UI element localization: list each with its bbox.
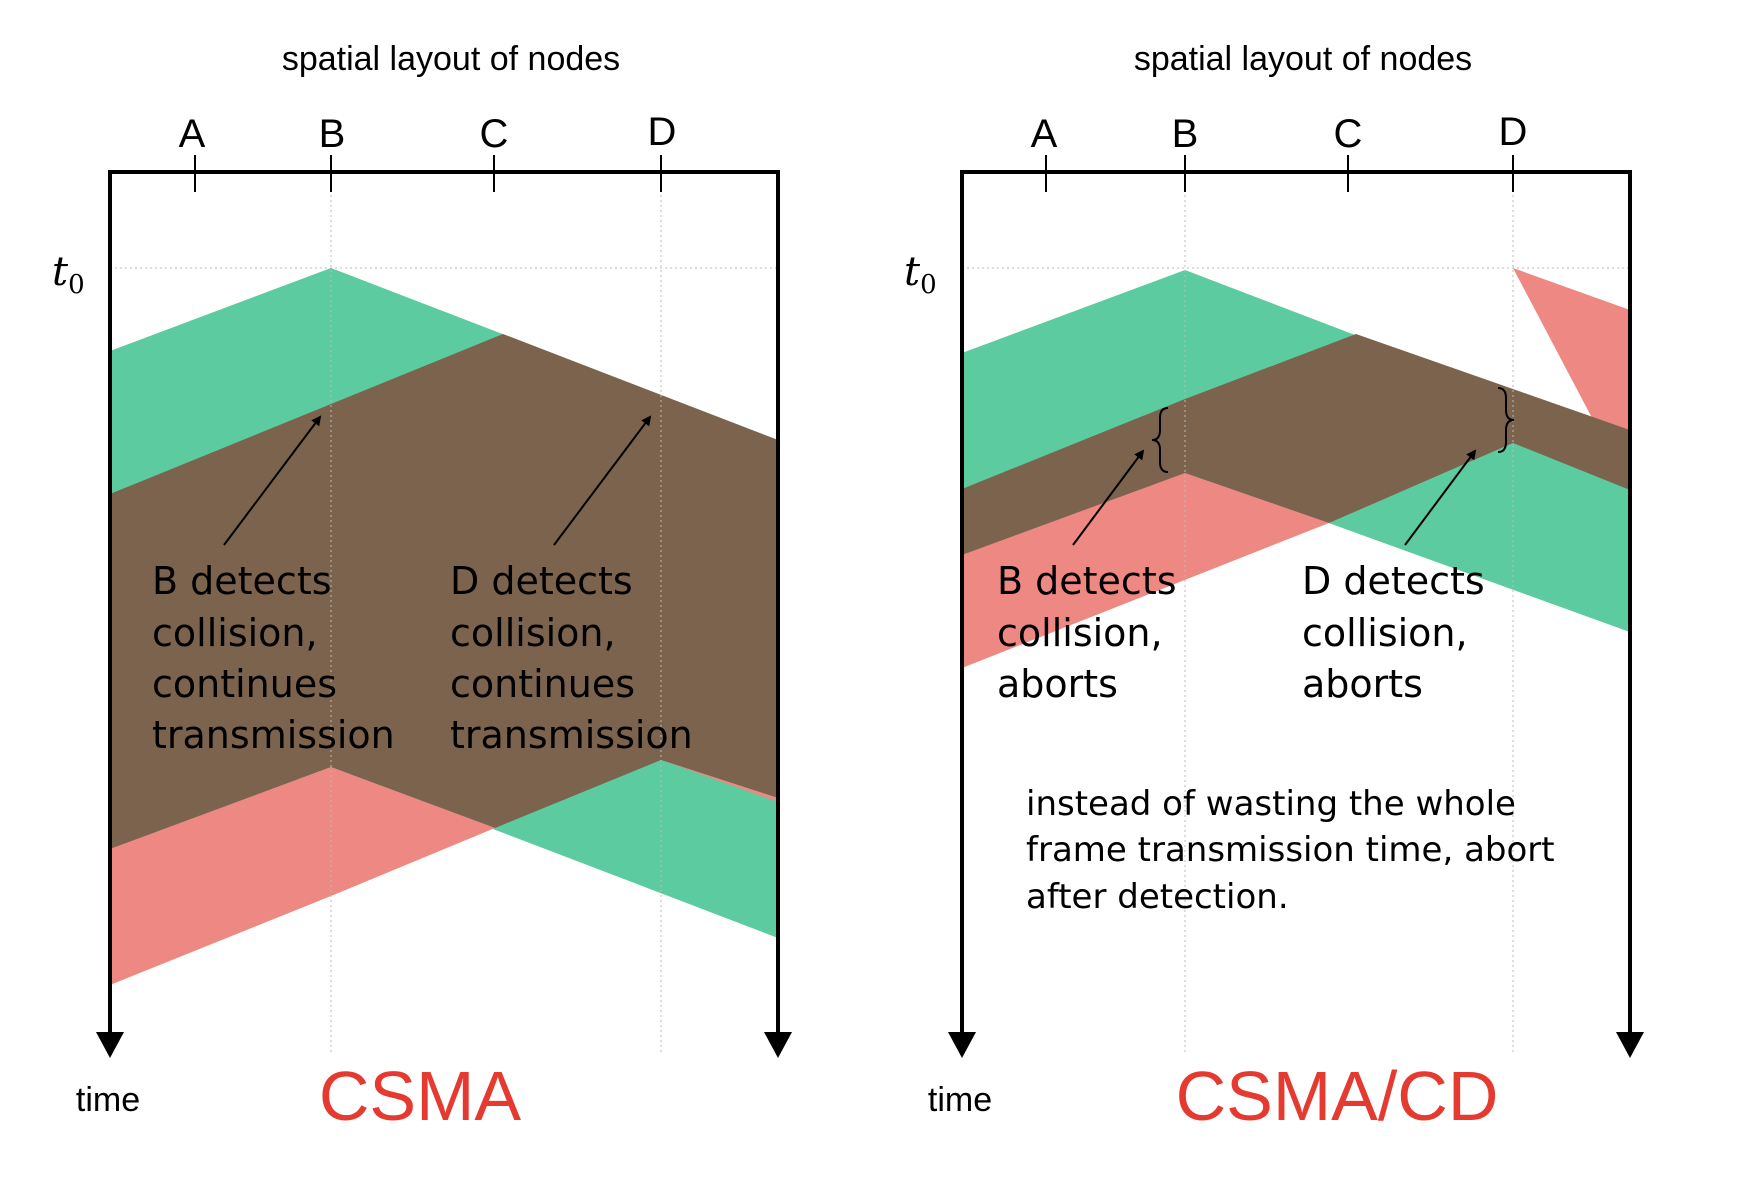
annotation-line: aborts (1302, 662, 1423, 706)
note-line: frame transmission time, abort (1026, 830, 1555, 870)
annotation-line: collision, (152, 611, 318, 655)
annotation-line: continues (152, 662, 337, 706)
collision-overlap-region (962, 334, 1630, 555)
b-signal-band-lower (1329, 443, 1630, 632)
note-line: after detection. (1026, 877, 1289, 917)
time-arrowhead-right (1616, 1032, 1644, 1058)
annotation-line: transmission (450, 713, 693, 757)
annotation-line: collision, (997, 611, 1163, 655)
annotation-line: collision, (1302, 611, 1468, 655)
d-detection-brace (1497, 387, 1515, 453)
d-detect-arrow (553, 415, 652, 546)
csmacd-explanation-note: instead of wasting the whole frame trans… (1026, 784, 1555, 917)
panel-title: CSMA (319, 1057, 522, 1135)
node-ticks (194, 155, 662, 192)
annotation-line: aborts (997, 662, 1118, 706)
time-axis-label: time (928, 1081, 992, 1119)
axes-frame (108, 170, 780, 1042)
guide-lines (962, 190, 1630, 1055)
node-label-b: B (1172, 112, 1199, 156)
time-arrowhead-left (96, 1032, 124, 1058)
annotation-line: B detects (997, 559, 1177, 603)
node-label-c: C (1334, 112, 1363, 156)
panel-title: CSMA/CD (1176, 1057, 1499, 1135)
time-axis-label: time (76, 1081, 140, 1119)
node-label-b: B (319, 112, 346, 156)
d-signal-band-tail (962, 473, 1329, 668)
collision-overlap-region (110, 334, 778, 849)
node-label-d: D (648, 110, 677, 154)
time-arrowhead-left (948, 1032, 976, 1058)
d-detects-annotation: D detects collision, continues transmiss… (450, 559, 693, 757)
annotation-line: D detects (1302, 559, 1485, 603)
b-detect-arrow (223, 415, 322, 546)
time-arrowhead-right (764, 1032, 792, 1058)
annotation-line: transmission (152, 713, 395, 757)
t0-label: t0 (52, 249, 85, 300)
annotation-line: collision, (450, 611, 616, 655)
signal-bands (110, 268, 778, 985)
annotation-line: D detects (450, 559, 633, 603)
annotation-line: continues (450, 662, 635, 706)
d-detects-annotation: D detects collision, aborts (1302, 559, 1485, 706)
t0-label: t0 (904, 249, 937, 300)
b-detects-annotation: B detects collision, aborts (997, 559, 1177, 706)
node-label-d: D (1499, 110, 1528, 154)
note-line: instead of wasting the whole (1026, 784, 1516, 824)
csma-panel: spatial layout of nodes A B C D (52, 40, 792, 1135)
b-detection-brace (1151, 407, 1169, 473)
axes-frame (960, 170, 1632, 1042)
node-layout-heading: spatial layout of nodes (1134, 40, 1472, 78)
node-ticks (1045, 155, 1514, 192)
csmacd-panel: spatial layout of nodes A B C D (904, 40, 1644, 1135)
node-layout-heading: spatial layout of nodes (282, 40, 620, 78)
b-detects-annotation: B detects collision, continues transmiss… (152, 559, 395, 757)
signal-bands (962, 268, 1630, 668)
node-label-a: A (179, 112, 206, 156)
b-signal-band-tail (110, 760, 778, 985)
b-detect-arrow (1072, 449, 1145, 546)
guide-lines (110, 190, 778, 1055)
d-detect-arrow (1404, 449, 1477, 546)
node-label-a: A (1031, 112, 1058, 156)
annotation-line: B detects (152, 559, 332, 603)
node-label-c: C (480, 112, 509, 156)
